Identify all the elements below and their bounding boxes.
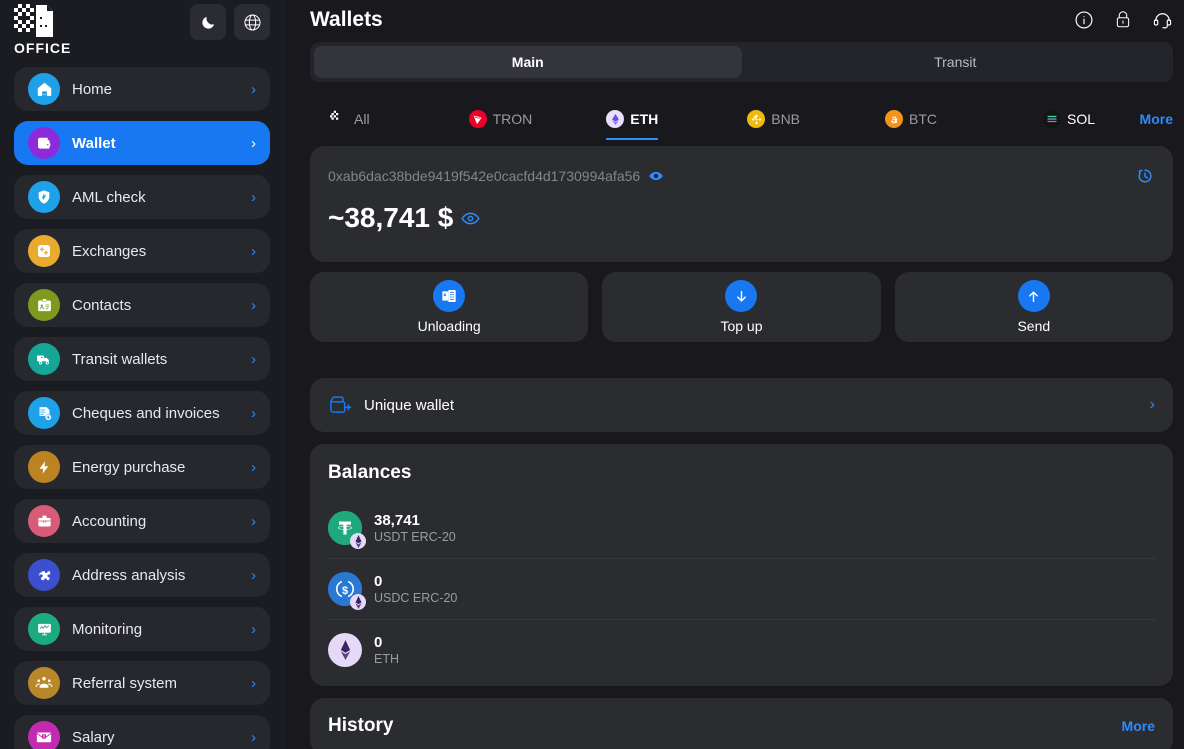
svg-text:$: $ [43,735,45,739]
svg-text:$: $ [342,585,348,597]
